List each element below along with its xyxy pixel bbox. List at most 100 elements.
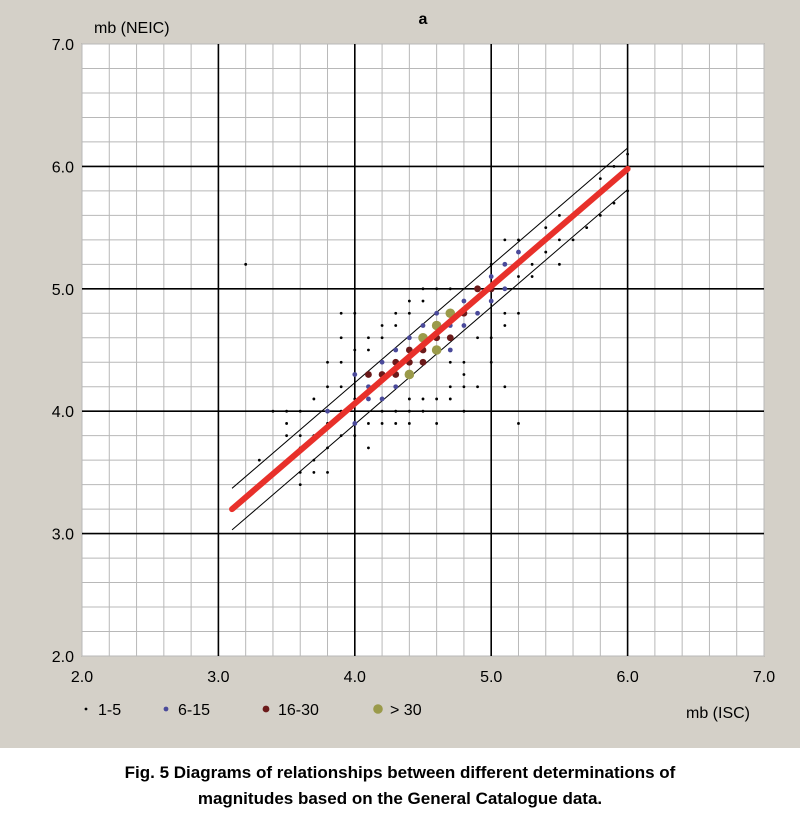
data-point [585,226,589,230]
data-point [421,287,425,291]
data-point [407,409,411,413]
scatter-chart: 2.0 3.0 4.0 5.0 6.0 7.0 2.0 3.0 4.0 5.0 6.0 7.0 a mb … [52,11,775,722]
data-point [325,408,330,414]
legend-label: 1-5 [98,702,121,719]
x-tick-label: 3.0 [207,669,229,686]
data-point [488,298,494,304]
data-point [326,360,329,364]
data-point [448,360,452,364]
data-point [517,422,520,425]
data-point [352,421,358,426]
legend-label: 16-30 [278,702,319,719]
x-tick-label: 4.0 [344,669,366,686]
data-point [393,384,399,390]
data-point [285,409,288,413]
data-point [244,262,248,266]
x-tick-label: 6.0 [616,669,638,686]
data-point [353,434,357,438]
data-point [285,434,288,438]
data-point [312,458,316,462]
data-point [298,434,302,438]
chart-panel: 2.0 3.0 4.0 5.0 6.0 7.0 2.0 3.0 4.0 5.0 6.0 7.0 a mb … [0,0,800,748]
x-tick-label: 5.0 [480,669,502,686]
y-tick-label: 6.0 [52,159,74,176]
data-point [365,371,372,378]
data-point [435,397,439,401]
data-point [380,409,384,413]
legend-label: > 30 [390,702,422,719]
data-point [462,360,466,364]
data-point [326,446,329,450]
data-point [612,201,616,205]
data-point [406,335,412,341]
data-point [312,471,316,474]
data-point [530,275,534,278]
figure-caption-line-1: Fig. 5 Diagrams of relationships between… [124,763,676,782]
data-point [339,385,343,389]
legend-label: 6-15 [178,702,210,719]
data-point [257,458,261,462]
data-point [298,471,302,474]
legend-marker [262,705,270,713]
figure-caption-line-2: magnitudes based on the General Catalogu… [197,789,603,808]
data-point [503,311,507,315]
data-point [407,299,411,303]
data-point [544,226,548,230]
data-point [353,348,357,352]
data-point [380,324,384,327]
regression-line [229,165,631,513]
data-point [367,446,370,450]
data-point [626,152,629,156]
data-point [394,409,398,413]
data-point [326,471,329,474]
y-axis-label: mb (NEIC) [94,20,170,37]
data-point [488,274,494,279]
data-point [339,434,343,438]
data-point [421,299,425,303]
y-tick-label: 2.0 [52,649,74,666]
data-point [312,397,316,401]
legend-marker [373,704,383,714]
legend-marker [84,707,88,711]
data-point [339,360,343,364]
data-point [462,373,466,376]
data-point [598,177,602,181]
data-point [420,323,426,328]
data-point [489,360,493,364]
y-tick-label: 3.0 [52,527,74,544]
data-point [431,345,442,355]
data-point [379,396,385,402]
data-point [367,422,370,425]
data-point [271,409,275,413]
data-point [612,165,616,168]
data-point [447,347,453,353]
data-point [475,310,480,316]
data-point [394,422,398,425]
data-point [394,324,398,327]
data-point [394,311,398,315]
y-tick-label: 7.0 [52,37,74,54]
data-point [285,422,288,425]
bound-line [231,189,628,531]
chart-title: a [419,11,428,28]
data-point [544,250,548,254]
data-point [352,372,358,377]
x-tick-label: 7.0 [753,669,775,686]
data-point [404,369,415,380]
data-point [379,359,385,365]
bound-line [231,147,628,489]
legend-marker [163,706,169,712]
data-point [571,238,575,242]
data-point [298,409,302,413]
data-point [558,262,561,266]
data-point [448,397,452,401]
data-point [298,483,302,487]
data-point [558,238,561,242]
data-point [516,249,521,255]
data-point [421,397,425,401]
data-point [489,336,493,340]
data-point [461,323,467,328]
data-point [434,310,440,316]
data-point [462,409,466,413]
data-point [476,385,479,389]
